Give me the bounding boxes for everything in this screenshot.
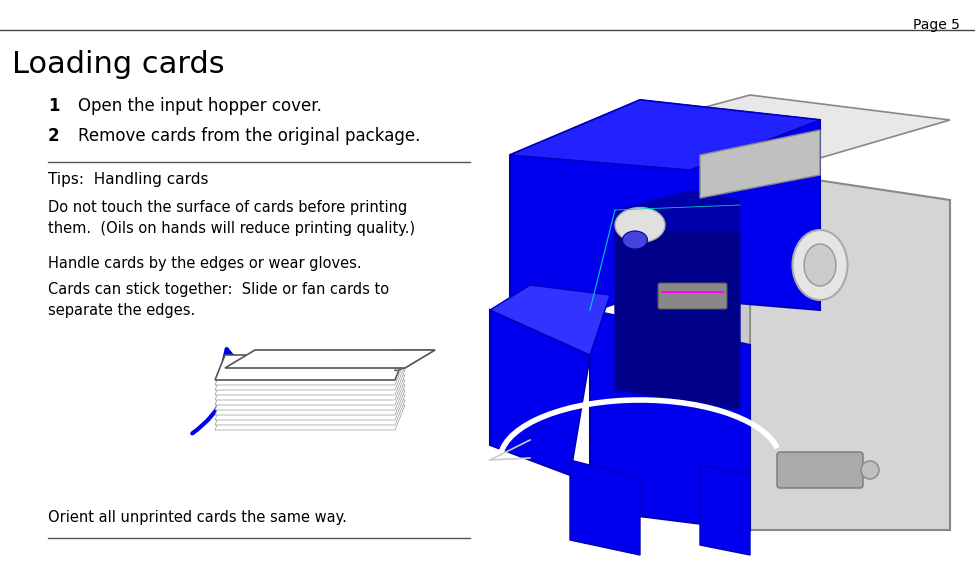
Polygon shape — [570, 460, 640, 555]
Polygon shape — [700, 130, 820, 198]
FancyBboxPatch shape — [658, 283, 727, 309]
Polygon shape — [510, 100, 820, 170]
Polygon shape — [620, 95, 950, 158]
Polygon shape — [215, 385, 405, 410]
Polygon shape — [225, 350, 435, 368]
Text: Tips:  Handling cards: Tips: Handling cards — [48, 172, 209, 187]
Text: Handle cards by the edges or wear gloves.: Handle cards by the edges or wear gloves… — [48, 256, 362, 271]
Text: Do not touch the surface of cards before printing
them.  (Oils on hands will red: Do not touch the surface of cards before… — [48, 200, 415, 236]
Text: 2: 2 — [48, 127, 59, 145]
Text: Page 5: Page 5 — [914, 18, 960, 32]
Polygon shape — [510, 100, 820, 340]
Polygon shape — [490, 285, 610, 355]
Polygon shape — [590, 310, 750, 530]
Polygon shape — [215, 400, 405, 425]
Polygon shape — [615, 190, 740, 230]
Ellipse shape — [615, 208, 665, 243]
Ellipse shape — [793, 230, 847, 300]
Text: Open the input hopper cover.: Open the input hopper cover. — [78, 97, 322, 115]
Polygon shape — [215, 375, 405, 400]
Ellipse shape — [622, 231, 647, 249]
Text: Remove cards from the original package.: Remove cards from the original package. — [78, 127, 420, 145]
Polygon shape — [215, 360, 405, 385]
Ellipse shape — [804, 244, 836, 286]
Polygon shape — [215, 395, 405, 420]
Polygon shape — [215, 405, 405, 430]
Polygon shape — [215, 355, 405, 380]
Polygon shape — [215, 370, 405, 395]
Polygon shape — [395, 350, 435, 371]
Text: Orient all unprinted cards the same way.: Orient all unprinted cards the same way. — [48, 510, 347, 525]
Polygon shape — [750, 170, 950, 530]
Polygon shape — [700, 465, 750, 555]
Circle shape — [861, 461, 879, 479]
Polygon shape — [615, 210, 740, 410]
FancyBboxPatch shape — [777, 452, 863, 488]
Polygon shape — [215, 380, 405, 405]
Polygon shape — [215, 390, 405, 415]
Text: Loading cards: Loading cards — [12, 50, 224, 79]
Polygon shape — [215, 365, 405, 390]
Polygon shape — [620, 130, 750, 530]
Polygon shape — [490, 310, 590, 475]
Text: Cards can stick together:  Slide or fan cards to
separate the edges.: Cards can stick together: Slide or fan c… — [48, 282, 389, 318]
Text: 1: 1 — [48, 97, 59, 115]
